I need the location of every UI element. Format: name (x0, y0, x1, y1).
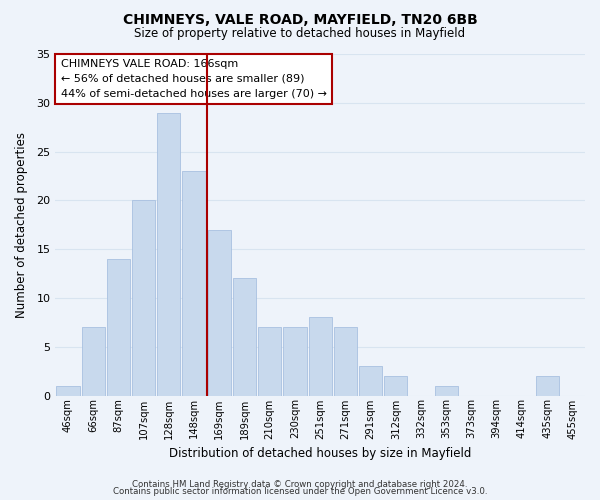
Bar (132, 200, 155, 396)
Bar (258, 327, 281, 396)
Bar (56, 386, 80, 396)
X-axis label: Distribution of detached houses by size in Mayfield: Distribution of detached houses by size … (169, 447, 472, 460)
Text: Contains public sector information licensed under the Open Government Licence v3: Contains public sector information licen… (113, 487, 487, 496)
Bar (233, 278, 256, 396)
Bar (107, 259, 130, 396)
Bar (182, 171, 206, 396)
Text: Contains HM Land Registry data © Crown copyright and database right 2024.: Contains HM Land Registry data © Crown c… (132, 480, 468, 489)
Y-axis label: Number of detached properties: Number of detached properties (15, 132, 28, 318)
Bar (359, 366, 382, 396)
Bar (208, 230, 231, 396)
Bar (334, 327, 357, 396)
Bar (434, 386, 458, 396)
Text: CHIMNEYS, VALE ROAD, MAYFIELD, TN20 6BB: CHIMNEYS, VALE ROAD, MAYFIELD, TN20 6BB (122, 12, 478, 26)
Text: Size of property relative to detached houses in Mayfield: Size of property relative to detached ho… (134, 28, 466, 40)
Bar (308, 318, 332, 396)
Bar (82, 327, 105, 396)
Text: CHIMNEYS VALE ROAD: 166sqm
← 56% of detached houses are smaller (89)
44% of semi: CHIMNEYS VALE ROAD: 166sqm ← 56% of deta… (61, 59, 326, 98)
Bar (283, 327, 307, 396)
Bar (536, 376, 559, 396)
Bar (384, 376, 407, 396)
Bar (157, 112, 181, 396)
